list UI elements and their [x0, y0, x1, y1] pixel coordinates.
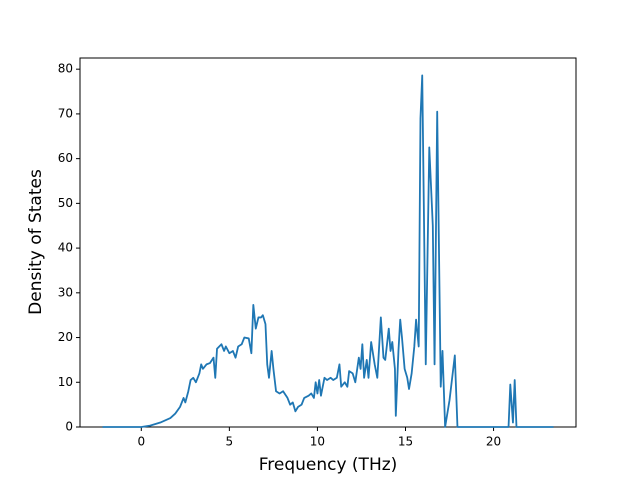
y-tick-label: 20 — [58, 330, 73, 344]
x-tick-label: 10 — [310, 435, 325, 449]
x-tick-label: 0 — [137, 435, 145, 449]
y-tick-label: 0 — [65, 420, 73, 434]
y-tick-label: 10 — [58, 375, 73, 389]
y-tick-label: 80 — [58, 62, 73, 76]
y-tick-label: 50 — [58, 196, 73, 210]
x-tick-label: 5 — [226, 435, 234, 449]
y-tick-label: 60 — [58, 151, 73, 165]
y-tick-label: 70 — [58, 106, 73, 120]
x-tick-label: 15 — [398, 435, 413, 449]
y-tick-label: 30 — [58, 285, 73, 299]
line — [102, 74, 554, 428]
plot-frame — [79, 57, 577, 428]
x-axis-label: Frequency (THz) — [259, 455, 398, 475]
y-tick-label: 40 — [58, 241, 73, 255]
y-axis-label: Density of States — [26, 169, 46, 315]
x-tick-label: 20 — [486, 435, 501, 449]
